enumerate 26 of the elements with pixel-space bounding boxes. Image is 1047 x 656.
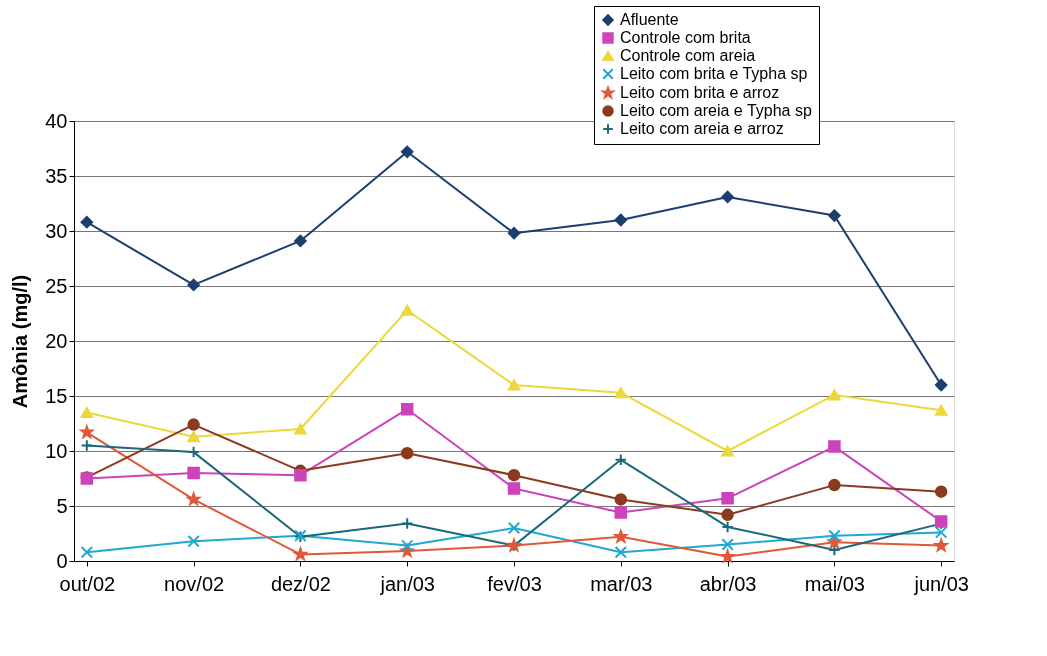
legend-label: Leito com brita e arroz: [620, 84, 780, 101]
x-tick-label: nov/02: [164, 572, 225, 595]
x-tick-label: mar/03: [590, 572, 653, 595]
legend-label: Leito com areia e Typha sp: [620, 102, 812, 119]
x-tick-label: fev/03: [487, 572, 542, 595]
y-tick-label: 35: [45, 164, 68, 187]
x-tick-label: mai/03: [804, 572, 865, 595]
y-tick-label: 10: [45, 439, 68, 462]
y-axis-title: Amônia (mg/l): [9, 274, 32, 409]
legend-label: Controle com areia: [620, 47, 756, 64]
y-tick-label: 15: [45, 384, 68, 407]
x-tick-label: abr/03: [699, 572, 757, 595]
y-tick-label: 5: [56, 494, 68, 517]
y-tick-label: 0: [56, 549, 68, 572]
x-tick-label: jun/03: [913, 572, 969, 595]
y-tick-label: 30: [45, 219, 68, 242]
y-tick-label: 20: [45, 329, 68, 352]
legend-label: Leito com brita e Typha sp: [620, 65, 808, 82]
x-tick-label: dez/02: [270, 572, 331, 595]
y-tick-label: 25: [45, 274, 68, 297]
legend-label: Afluente: [620, 11, 679, 28]
y-tick-label: 40: [45, 109, 68, 132]
x-tick-label: jan/03: [379, 572, 435, 595]
legend-label: Leito com areia e arroz: [620, 120, 784, 137]
x-tick-label: out/02: [59, 572, 116, 595]
legend-label: Controle com brita: [620, 29, 751, 46]
